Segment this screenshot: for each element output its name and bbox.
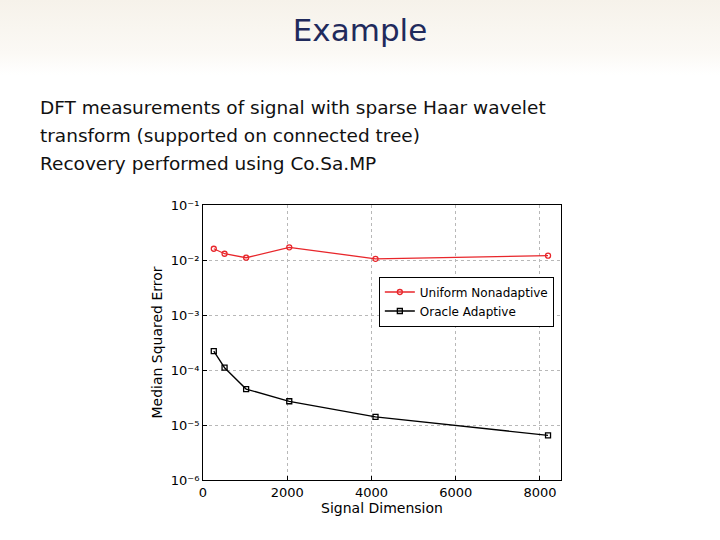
html-text:DFT measurements of signal wit: DFT measurements of signal with sparse H… bbox=[40, 97, 546, 118]
svg-text:10⁻⁴: 10⁻⁴ bbox=[171, 363, 200, 378]
svg-text:2000: 2000 bbox=[271, 485, 304, 500]
svg-text:10⁻⁵: 10⁻⁵ bbox=[171, 418, 200, 433]
svg-text:10⁻²: 10⁻² bbox=[171, 253, 200, 268]
html-text:Recovery performed using Co.Sa: Recovery performed using Co.Sa.MP bbox=[40, 153, 377, 174]
svg-text:Signal Dimension: Signal Dimension bbox=[321, 500, 443, 516]
svg-text:4000: 4000 bbox=[355, 485, 388, 500]
html-text:Example: Example bbox=[292, 12, 428, 48]
svg-text:Uniform Nonadaptive: Uniform Nonadaptive bbox=[420, 286, 548, 300]
svg-text:10⁻⁶: 10⁻⁶ bbox=[171, 473, 200, 488]
svg-text:Oracle Adaptive: Oracle Adaptive bbox=[420, 305, 516, 319]
svg-text:Median Squared Error: Median Squared Error bbox=[149, 266, 165, 418]
svg-text:6000: 6000 bbox=[439, 485, 472, 500]
html-text:transform (supported on connec: transform (supported on connected tree) bbox=[40, 125, 420, 146]
svg-text:0: 0 bbox=[199, 485, 207, 500]
svg-text:8000: 8000 bbox=[523, 485, 556, 500]
svg-text:10⁻¹: 10⁻¹ bbox=[171, 198, 200, 213]
svg-text:10⁻³: 10⁻³ bbox=[171, 308, 200, 323]
